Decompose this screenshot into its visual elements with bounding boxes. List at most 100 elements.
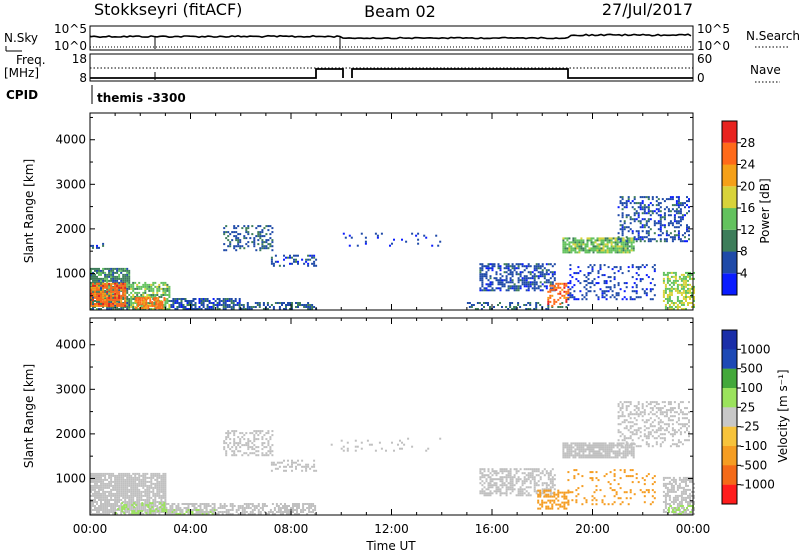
scatter-cell <box>649 401 652 404</box>
scatter-cell <box>627 230 630 233</box>
scatter-cell <box>535 302 538 304</box>
scatter-cell <box>102 267 105 270</box>
scatter-cell <box>578 452 581 455</box>
scatter-cell <box>92 492 94 495</box>
scatter-cell <box>679 202 682 205</box>
scatter-cell <box>625 405 628 408</box>
freq-tick-bottom: 8 <box>79 71 87 85</box>
scatter-cell <box>96 294 98 297</box>
scatter-cell <box>511 482 514 485</box>
scatter-cell <box>134 281 137 284</box>
scatter-cell <box>549 296 552 299</box>
scatter-cell <box>293 254 295 257</box>
scatter-cell <box>112 494 115 497</box>
scatter-cell <box>666 271 669 274</box>
scatter-cell <box>688 198 690 201</box>
scatter-cell <box>639 266 642 269</box>
scatter-cell <box>509 468 512 471</box>
scatter-cell <box>243 438 246 441</box>
scatter-cell <box>588 239 591 242</box>
scatter-cell <box>483 470 486 473</box>
scatter-cell <box>136 291 139 294</box>
scatter-cell <box>120 306 123 308</box>
scatter-cell <box>230 298 233 300</box>
scatter-cell <box>580 446 583 449</box>
scatter-cell <box>90 513 92 515</box>
scatter-cell <box>672 275 675 278</box>
scatter-cell <box>207 511 210 513</box>
scatter-cell <box>399 447 401 450</box>
scatter-cell <box>94 302 96 305</box>
scatter-cell <box>151 510 154 513</box>
scatter-cell <box>157 510 160 513</box>
scatter-cell <box>643 409 646 412</box>
scatter-cell <box>267 511 270 513</box>
scatter-cell <box>100 505 102 507</box>
scatter-cell <box>545 505 548 508</box>
scatter-cell <box>639 278 642 281</box>
scatter-cell <box>667 198 670 201</box>
scatter-cell <box>239 247 242 250</box>
scatter-cell <box>118 267 121 270</box>
scatter-cell <box>265 245 268 248</box>
scatter-cell <box>165 503 168 505</box>
scatter-cell <box>271 434 274 437</box>
scatter-cell <box>515 482 518 485</box>
scatter-cell <box>675 431 678 434</box>
scatter-cell <box>266 304 269 306</box>
scatter-cell <box>158 486 161 489</box>
scatter-cell <box>599 489 602 492</box>
scatter-cell <box>529 285 532 288</box>
scatter-cell <box>567 296 570 299</box>
scatter-cell <box>279 511 282 513</box>
scatter-cell <box>633 429 636 432</box>
scatter-cell <box>601 296 604 299</box>
scatter-cell <box>104 490 107 493</box>
scatter-cell <box>595 294 598 297</box>
scatter-cell <box>192 308 195 310</box>
scatter-cell <box>667 409 670 412</box>
scatter-cell <box>94 279 96 282</box>
scatter-cell <box>155 297 158 300</box>
scatter-cell <box>155 301 158 304</box>
scatter-cell <box>679 216 682 219</box>
scatter-cell <box>655 441 658 444</box>
scatter-cell <box>625 286 628 289</box>
scatter-cell <box>599 264 602 267</box>
scatter-cell <box>579 290 582 293</box>
scatter-cell <box>582 448 585 451</box>
scatter-cell <box>509 304 512 306</box>
scatter-cell <box>523 279 526 282</box>
scatter-cell <box>302 507 305 509</box>
scatter-cell <box>222 300 225 302</box>
scatter-cell <box>104 513 107 515</box>
scatter-cell <box>621 198 624 201</box>
scatter-cell <box>295 461 297 464</box>
scatter-cell <box>100 501 102 503</box>
scatter-cell <box>557 286 560 289</box>
scatter-cell <box>283 302 285 304</box>
scatter-cell <box>257 446 260 449</box>
scatter-cell <box>252 306 255 308</box>
scatter-cell <box>212 306 215 308</box>
scatter-cell <box>251 509 254 511</box>
scatter-cell <box>423 234 426 237</box>
scatter-cell <box>688 431 690 434</box>
scatter-cell <box>679 427 682 430</box>
scatter-cell <box>102 494 105 497</box>
scatter-cell <box>120 288 123 291</box>
scatter-cell <box>104 294 107 297</box>
scatter-cell <box>140 296 143 298</box>
scatter-cell <box>158 289 161 292</box>
scatter-cell <box>138 492 141 495</box>
scatter-cell <box>668 304 671 306</box>
scatter-cell <box>621 439 624 442</box>
scatter-cell <box>595 477 598 480</box>
scatter-cell <box>651 445 654 448</box>
scatter-cell <box>296 505 298 507</box>
scatter-cell <box>627 421 630 424</box>
scatter-cell <box>627 405 630 408</box>
scatter-cell <box>689 298 691 300</box>
scatter-cell <box>311 254 314 257</box>
scatter-cell <box>643 224 646 227</box>
